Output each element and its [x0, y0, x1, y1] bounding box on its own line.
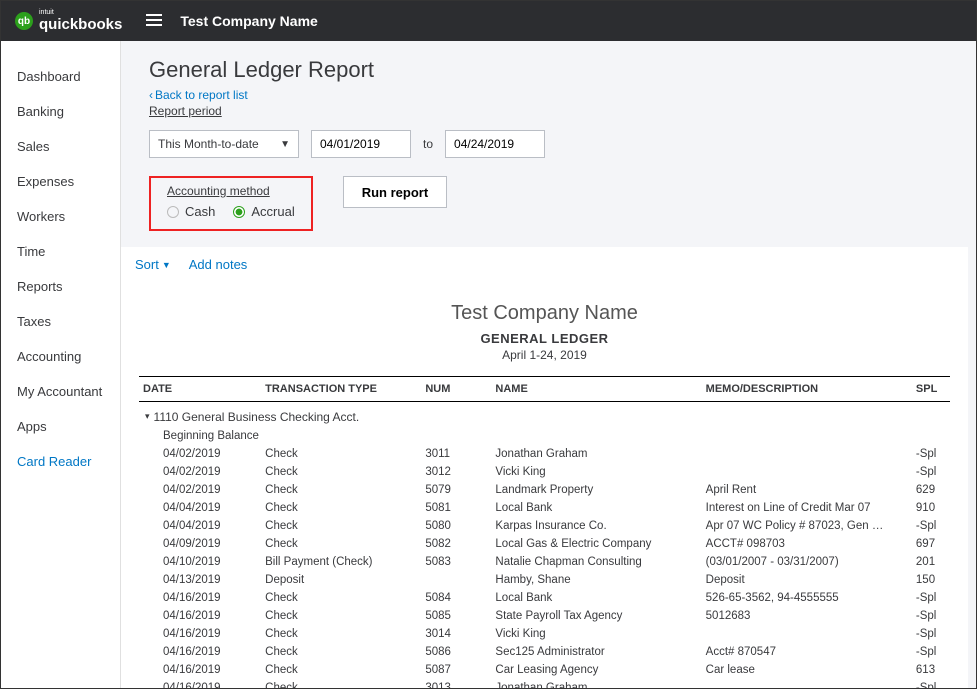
sidebar-item-banking[interactable]: Banking: [1, 94, 120, 129]
table-row[interactable]: 04/16/2019Check5086Sec125 AdministratorA…: [139, 643, 950, 661]
col-name[interactable]: NAME: [489, 377, 699, 402]
radio-cash[interactable]: Cash: [167, 204, 215, 219]
sheet-date-range: April 1-24, 2019: [139, 348, 950, 362]
sidebar-item-sales[interactable]: Sales: [1, 129, 120, 164]
report-header: General Ledger Report ‹ Back to report l…: [121, 41, 976, 247]
sidebar-item-apps[interactable]: Apps: [1, 409, 120, 444]
sidebar-item-my-accountant[interactable]: My Accountant: [1, 374, 120, 409]
table-header-row: DATE TRANSACTION TYPE NUM NAME MEMO/DESC…: [139, 377, 950, 402]
run-report-button[interactable]: Run report: [343, 176, 447, 208]
table-row[interactable]: 04/16/2019Check5087Car Leasing AgencyCar…: [139, 661, 950, 679]
table-row[interactable]: 04/02/2019Check5079Landmark PropertyApri…: [139, 481, 950, 499]
chevron-down-icon: ▼: [280, 139, 290, 150]
table-row[interactable]: 04/09/2019Check5082Local Gas & Electric …: [139, 535, 950, 553]
table-row[interactable]: 04/16/2019Check5084Local Bank526-65-3562…: [139, 589, 950, 607]
radio-icon: [233, 206, 245, 218]
col-type[interactable]: TRANSACTION TYPE: [259, 377, 419, 402]
topbar: qb intuit quickbooks Test Company Name: [1, 1, 976, 41]
hamburger-menu-icon[interactable]: [146, 11, 162, 32]
col-num[interactable]: NUM: [419, 377, 489, 402]
sidebar-item-workers[interactable]: Workers: [1, 199, 120, 234]
qb-icon: qb: [15, 12, 33, 30]
page-title: General Ledger Report: [149, 57, 948, 83]
to-label: to: [423, 137, 433, 151]
filters-row: This Month-to-date ▼ to: [149, 130, 948, 158]
brand-logo: qb intuit quickbooks: [15, 10, 122, 33]
table-row[interactable]: 04/02/2019Check3011Jonathan Graham-Spl: [139, 445, 950, 463]
date-to-input[interactable]: [445, 130, 545, 158]
ledger-table: DATE TRANSACTION TYPE NUM NAME MEMO/DESC…: [139, 376, 950, 688]
report-sheet: Test Company Name GENERAL LEDGER April 1…: [121, 282, 968, 688]
sort-link[interactable]: Sort ▼: [135, 257, 171, 272]
table-row[interactable]: 04/10/2019Bill Payment (Check)5083Natali…: [139, 553, 950, 571]
table-row[interactable]: 04/13/2019DepositHamby, ShaneDeposit150: [139, 571, 950, 589]
sidebar-item-dashboard[interactable]: Dashboard: [1, 59, 120, 94]
account-header-row[interactable]: ▾1110 General Business Checking Acct.: [139, 402, 950, 427]
table-row[interactable]: 04/16/2019Check3014Vicki King-Spl: [139, 625, 950, 643]
table-row[interactable]: 04/02/2019Check3012Vicki King-Spl: [139, 463, 950, 481]
table-row[interactable]: 04/04/2019Check5080Karpas Insurance Co.A…: [139, 517, 950, 535]
beginning-balance-row: Beginning Balance: [139, 427, 950, 445]
sidebar-item-reports[interactable]: Reports: [1, 269, 120, 304]
sidebar-item-card-reader[interactable]: Card Reader: [1, 444, 120, 479]
company-name: Test Company Name: [180, 13, 317, 29]
period-select[interactable]: This Month-to-date ▼: [149, 130, 299, 158]
sidebar: DashboardBankingSalesExpensesWorkersTime…: [1, 41, 121, 688]
table-row[interactable]: 04/16/2019Check5085State Payroll Tax Age…: [139, 607, 950, 625]
col-date[interactable]: DATE: [139, 377, 259, 402]
report-body: Sort ▼ Add notes Test Company Name GENER…: [121, 247, 968, 688]
main-content: General Ledger Report ‹ Back to report l…: [121, 41, 976, 688]
chevron-down-icon: ▼: [162, 260, 171, 270]
chevron-left-icon: ‹: [149, 88, 153, 102]
accounting-method-label[interactable]: Accounting method: [167, 184, 295, 198]
back-to-list-link[interactable]: ‹ Back to report list: [149, 88, 248, 102]
sheet-company: Test Company Name: [139, 302, 950, 325]
report-toolbar: Sort ▼ Add notes: [121, 247, 968, 282]
accounting-method-box: Accounting method Cash Accrual: [149, 176, 313, 231]
col-split[interactable]: SPL: [910, 377, 950, 402]
table-row[interactable]: 04/04/2019Check5081Local BankInterest on…: [139, 499, 950, 517]
sidebar-item-accounting[interactable]: Accounting: [1, 339, 120, 374]
sidebar-item-time[interactable]: Time: [1, 234, 120, 269]
report-period-label[interactable]: Report period: [149, 104, 948, 118]
sheet-report-name: GENERAL LEDGER: [139, 331, 950, 346]
chevron-down-icon: ▾: [145, 411, 150, 422]
date-from-input[interactable]: [311, 130, 411, 158]
radio-icon: [167, 206, 179, 218]
sidebar-item-taxes[interactable]: Taxes: [1, 304, 120, 339]
sidebar-item-expenses[interactable]: Expenses: [1, 164, 120, 199]
add-notes-link[interactable]: Add notes: [189, 257, 248, 272]
table-row[interactable]: 04/16/2019Check3013Jonathan Graham-Spl: [139, 679, 950, 689]
radio-accrual[interactable]: Accrual: [233, 204, 294, 219]
brand-text: intuit quickbooks: [39, 10, 122, 33]
col-memo[interactable]: MEMO/DESCRIPTION: [700, 377, 910, 402]
